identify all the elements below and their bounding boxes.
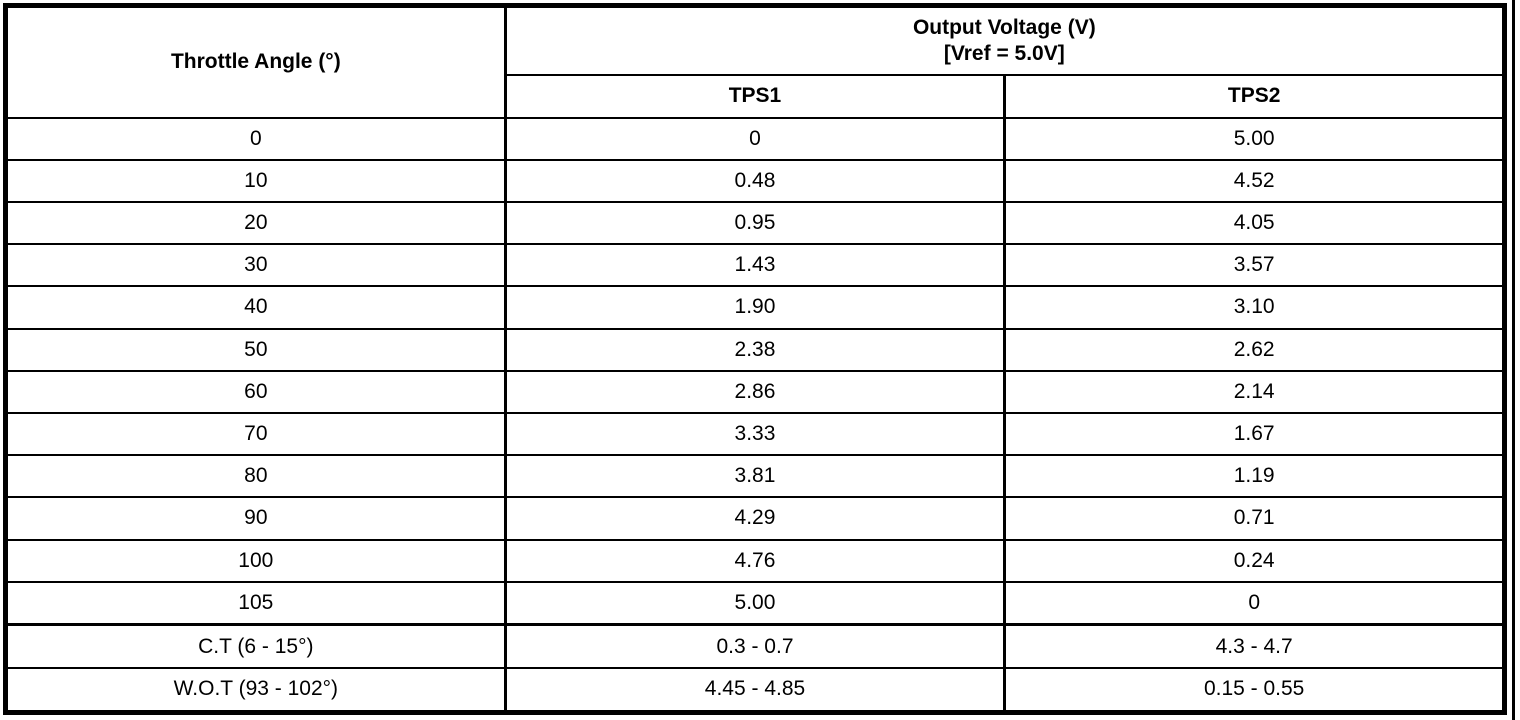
tps1-value-cell: 3.33 (503, 411, 1006, 457)
table-row: 80 3.81 1.19 (4, 454, 1506, 499)
tps2-value-cell: 3.57 (1003, 243, 1506, 288)
output-voltage-header: Output Voltage (V) [Vref = 5.0V] (503, 4, 1506, 76)
table-row: 100 4.76 0.24 (4, 538, 1506, 583)
table-row: W.O.T (93 - 102°) 4.45 - 4.85 0.15 - 0.5… (4, 666, 1506, 714)
table-row: C.T (6 - 15°) 0.3 - 0.7 4.3 - 4.7 (4, 623, 1506, 669)
tps2-value-cell: 1.67 (1003, 411, 1506, 457)
throttle-angle-cell: 40 (4, 285, 507, 330)
output-voltage-header-line1: Output Voltage (V) (912, 15, 1096, 39)
throttle-angle-cell: W.O.T (93 - 102°) (4, 666, 507, 714)
throttle-angle-cell: 80 (4, 454, 507, 499)
tps2-value-cell: 2.14 (1003, 369, 1506, 414)
tps1-value-cell: 4.76 (503, 538, 1006, 583)
tps2-column-header: TPS2 (1003, 73, 1506, 119)
throttle-voltage-table: Throttle Angle (°) Output Voltage (V) [V… (3, 3, 1507, 715)
throttle-angle-header: Throttle Angle (°) (4, 4, 507, 119)
header-row-top: Throttle Angle (°) Output Voltage (V) [V… (4, 4, 1506, 119)
table-row: 20 0.95 4.05 (4, 200, 1506, 246)
throttle-angle-cell: 90 (4, 496, 507, 541)
table-header: Throttle Angle (°) Output Voltage (V) [V… (4, 4, 1506, 119)
throttle-angle-cell: 0 (4, 116, 507, 161)
table-row: 30 1.43 3.57 (4, 243, 1506, 288)
tps2-value-cell: 0.71 (1003, 496, 1506, 541)
tps1-value-cell: 2.86 (503, 369, 1006, 414)
table-row: 90 4.29 0.71 (4, 496, 1506, 541)
tps2-value-cell: 2.62 (1003, 327, 1506, 372)
tps1-value-cell: 0.48 (503, 158, 1006, 203)
table-row: 40 1.90 3.10 (4, 285, 1506, 330)
throttle-angle-cell: 105 (4, 580, 507, 626)
tps2-value-cell: 4.05 (1003, 200, 1506, 246)
tps1-value-cell: 5.00 (503, 580, 1006, 626)
tps1-column-header: TPS1 (503, 73, 1006, 119)
table-row: 105 5.00 0 (4, 580, 1506, 626)
throttle-angle-cell: 50 (4, 327, 507, 372)
table-row: 10 0.48 4.52 (4, 158, 1506, 203)
throttle-angle-cell: 70 (4, 411, 507, 457)
table-row: 0 0 5.00 (4, 116, 1506, 161)
tps2-value-cell: 3.10 (1003, 285, 1506, 330)
tps2-value-cell: 5.00 (1003, 116, 1506, 161)
tps1-value-cell: 0 (503, 116, 1006, 161)
tps1-value-cell: 4.29 (503, 496, 1006, 541)
tps2-value-cell: 0.15 - 0.55 (1003, 666, 1506, 714)
tps2-value-cell: 0.24 (1003, 538, 1506, 583)
output-voltage-header-line2: [Vref = 5.0V] (943, 41, 1065, 65)
header-row-sub: TPS1 TPS2 (6, 73, 1506, 119)
tps1-value-cell: 4.45 - 4.85 (503, 666, 1006, 714)
table-row: 70 3.33 1.67 (4, 411, 1506, 457)
table-row: 60 2.86 2.14 (4, 369, 1506, 414)
tps1-value-cell: 1.90 (503, 285, 1006, 330)
throttle-angle-cell: 10 (4, 158, 507, 203)
tps2-value-cell: 4.52 (1003, 158, 1506, 203)
throttle-angle-cell: 20 (4, 200, 507, 246)
throttle-angle-cell: 30 (4, 243, 507, 288)
tps-voltage-table: Throttle Angle (°) Output Voltage (V) [V… (3, 3, 1507, 715)
tps2-value-cell: 4.3 - 4.7 (1003, 623, 1506, 669)
throttle-angle-cell: 60 (4, 369, 507, 414)
table-row: 50 2.38 2.62 (4, 327, 1506, 372)
throttle-angle-cell: 100 (4, 538, 507, 583)
tps2-value-cell: 1.19 (1003, 454, 1506, 499)
throttle-angle-cell: C.T (6 - 15°) (4, 623, 507, 669)
tps1-value-cell: 1.43 (503, 243, 1006, 288)
tps1-value-cell: 0.3 - 0.7 (503, 623, 1006, 669)
tps1-value-cell: 3.81 (503, 454, 1006, 499)
table-body: 0 0 5.00 10 0.48 4.52 20 0.95 4.05 30 1.… (4, 116, 1506, 714)
page-edge-line (1512, 0, 1515, 720)
tps1-value-cell: 0.95 (503, 200, 1006, 246)
tps2-value-cell: 0 (1003, 580, 1506, 626)
tps1-value-cell: 2.38 (503, 327, 1006, 372)
